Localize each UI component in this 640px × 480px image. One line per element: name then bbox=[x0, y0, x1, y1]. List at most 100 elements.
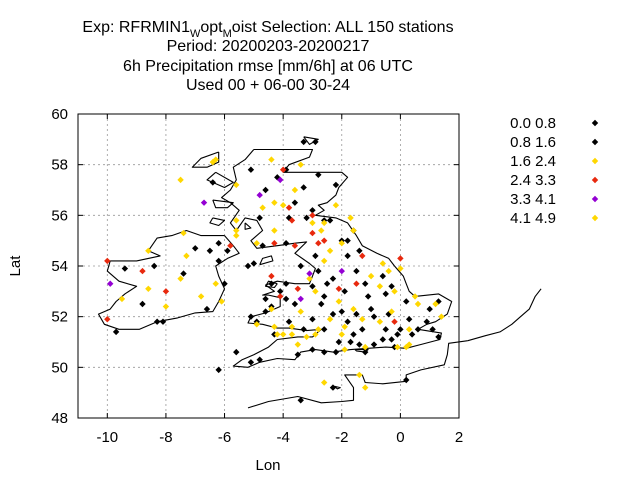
coastline-segment bbox=[244, 222, 252, 230]
coastline-segment bbox=[259, 255, 274, 266]
station-point bbox=[335, 298, 343, 305]
station-point bbox=[277, 288, 284, 295]
station-point bbox=[247, 313, 255, 320]
station-point bbox=[247, 166, 255, 173]
station-point bbox=[320, 348, 328, 356]
station-point bbox=[309, 207, 316, 214]
x-tick-label: -8 bbox=[159, 429, 172, 446]
coastline-segment bbox=[221, 148, 453, 368]
station-point bbox=[391, 318, 398, 325]
station-point bbox=[376, 283, 384, 290]
station-point bbox=[303, 214, 310, 222]
station-point bbox=[309, 212, 316, 219]
y-tick-label: 56 bbox=[51, 207, 68, 224]
station-point bbox=[350, 331, 357, 338]
legend-label: 0.8 1.6 bbox=[510, 134, 556, 151]
station-point bbox=[435, 333, 442, 341]
station-point bbox=[121, 265, 129, 272]
station-point bbox=[300, 326, 307, 333]
station-point bbox=[403, 376, 410, 384]
legend-label: 2.4 3.3 bbox=[510, 172, 556, 189]
station-point bbox=[271, 240, 278, 247]
station-point bbox=[379, 260, 386, 267]
station-point bbox=[329, 384, 337, 391]
station-point bbox=[288, 331, 296, 338]
station-point bbox=[347, 338, 354, 346]
station-point bbox=[356, 371, 363, 379]
station-point bbox=[256, 191, 263, 199]
station-point bbox=[306, 270, 313, 277]
station-point bbox=[104, 257, 111, 265]
station-point bbox=[341, 323, 348, 330]
station-point bbox=[405, 326, 413, 333]
station-point bbox=[350, 227, 357, 234]
station-point bbox=[379, 336, 386, 343]
coastline-segment bbox=[467, 288, 542, 342]
legend-label: 4.1 4.9 bbox=[510, 210, 556, 227]
station-point bbox=[291, 242, 299, 249]
station-point bbox=[312, 288, 319, 295]
station-point bbox=[344, 237, 351, 244]
y-tick-label: 60 bbox=[51, 106, 68, 123]
station-point bbox=[359, 326, 366, 333]
station-point bbox=[282, 295, 290, 303]
legend-label: 0.0 0.8 bbox=[510, 115, 556, 132]
station-point bbox=[332, 348, 340, 356]
station-point bbox=[180, 229, 187, 237]
y-tick-label: 52 bbox=[51, 309, 68, 326]
station-point bbox=[192, 245, 199, 252]
station-point bbox=[405, 341, 413, 348]
station-point bbox=[359, 316, 366, 323]
station-point bbox=[277, 176, 284, 184]
station-point bbox=[139, 267, 146, 275]
station-point bbox=[426, 305, 433, 313]
station-point bbox=[326, 316, 334, 323]
station-point bbox=[159, 318, 167, 325]
station-point bbox=[215, 240, 222, 247]
station-point bbox=[309, 283, 316, 290]
station-point bbox=[414, 300, 422, 308]
station-point bbox=[429, 326, 436, 333]
y-axis-label: Lat bbox=[7, 255, 24, 277]
station-point bbox=[353, 280, 360, 287]
station-point bbox=[197, 293, 205, 300]
station-point bbox=[423, 318, 430, 325]
station-point bbox=[285, 318, 293, 325]
station-point bbox=[291, 199, 299, 206]
station-point bbox=[271, 199, 278, 206]
station-point bbox=[432, 300, 439, 308]
x-tick-label: -4 bbox=[276, 429, 289, 446]
station-point bbox=[320, 219, 328, 227]
coastline-segment bbox=[206, 171, 234, 189]
station-point bbox=[183, 252, 190, 260]
station-point bbox=[356, 341, 363, 348]
station-point bbox=[145, 285, 152, 292]
station-point bbox=[320, 257, 328, 265]
station-point bbox=[300, 138, 307, 146]
station-point bbox=[397, 255, 404, 262]
coastline-segment bbox=[212, 199, 234, 209]
station-point bbox=[397, 265, 404, 272]
station-point bbox=[344, 252, 351, 260]
station-point bbox=[233, 232, 240, 239]
station-point bbox=[382, 290, 389, 298]
legend: 0.0 0.8 0.8 1.6 1.6 2.4 2.4 3.3 3.3 4.1 4.1 4… bbox=[510, 115, 599, 227]
station-point bbox=[277, 293, 284, 300]
legend-marker bbox=[591, 176, 599, 184]
station-point bbox=[244, 262, 252, 270]
station-point bbox=[285, 204, 293, 211]
station-point bbox=[233, 348, 240, 356]
station-point bbox=[323, 280, 331, 287]
station-point bbox=[253, 240, 260, 247]
station-point bbox=[215, 366, 222, 374]
station-point bbox=[262, 308, 269, 315]
station-point bbox=[209, 179, 217, 186]
station-point bbox=[320, 326, 328, 333]
station-point bbox=[209, 158, 217, 166]
coastline-segment bbox=[247, 340, 468, 409]
station-point bbox=[353, 267, 360, 275]
station-point bbox=[338, 331, 345, 338]
station-point bbox=[262, 186, 269, 194]
station-point bbox=[256, 214, 263, 222]
station-point bbox=[291, 186, 299, 194]
